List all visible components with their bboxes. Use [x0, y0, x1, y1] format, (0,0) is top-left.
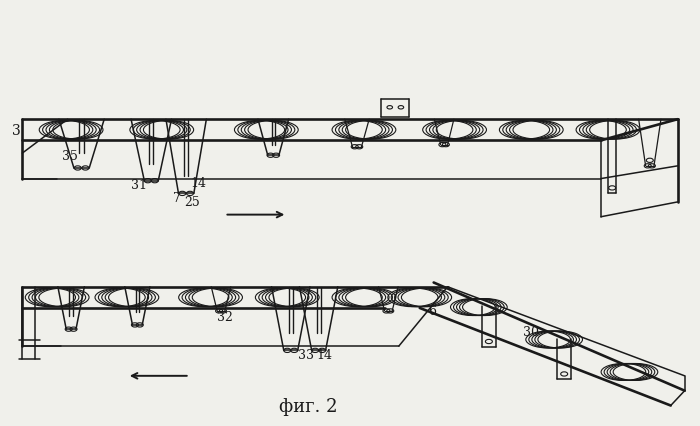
- Text: 3: 3: [13, 124, 21, 138]
- Text: 35: 35: [62, 150, 78, 162]
- Text: 33: 33: [298, 348, 314, 361]
- Text: 32: 32: [216, 310, 232, 323]
- Text: 30: 30: [524, 325, 539, 338]
- Text: 7: 7: [173, 192, 181, 204]
- Text: фиг. 2: фиг. 2: [279, 397, 337, 414]
- Text: 14: 14: [317, 348, 333, 361]
- Text: 31: 31: [131, 179, 147, 192]
- Text: 14: 14: [190, 177, 206, 190]
- Text: 25: 25: [184, 196, 199, 209]
- Text: 6: 6: [428, 304, 436, 317]
